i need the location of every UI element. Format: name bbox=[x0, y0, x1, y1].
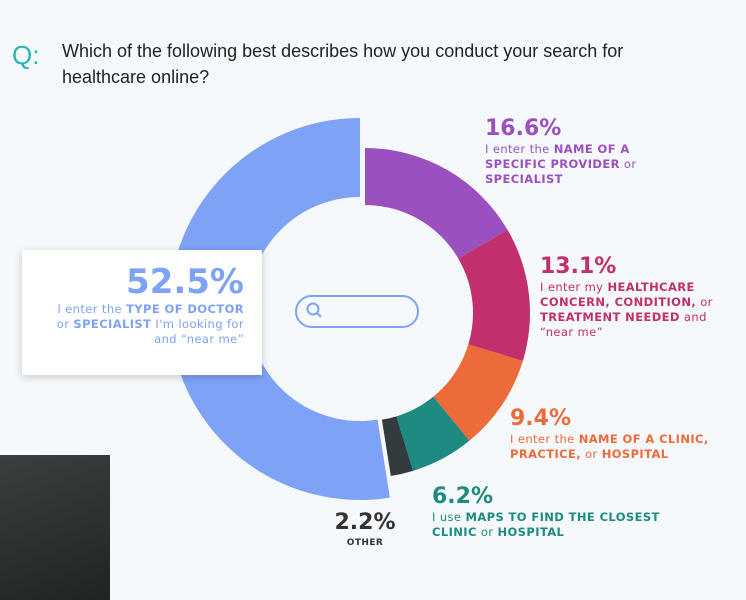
description-part: I enter the bbox=[57, 302, 127, 316]
slice-description: I enter the TYPE OF DOCTOR or SPECIALIST… bbox=[42, 302, 244, 347]
description-part: I use bbox=[432, 510, 466, 524]
slice-label: 16.6% I enter the NAME OF A SPECIFIC PROV… bbox=[485, 116, 660, 187]
description-part: HOSPITAL bbox=[497, 525, 565, 539]
description-part: or bbox=[619, 157, 637, 171]
slice-label: 6.2% I use MAPS TO FIND THE CLOSEST CLINI… bbox=[432, 484, 672, 540]
description-part: SPECIALIST bbox=[73, 317, 152, 331]
description-part: MAPS TO FIND THE CLOSEST CLINIC bbox=[432, 510, 660, 539]
description-part: I enter the bbox=[485, 142, 554, 156]
description-part: NAME OF A SPECIFIC PROVIDER bbox=[485, 142, 630, 171]
value-label: 16.6% bbox=[485, 116, 562, 141]
value-label: 9.4% bbox=[510, 406, 572, 431]
description-part: or bbox=[696, 295, 713, 309]
description-part: SPECIALIST bbox=[485, 172, 563, 186]
slice-description: I enter the NAME OF A CLINIC, PRACTICE, … bbox=[510, 432, 740, 462]
donut-slice bbox=[433, 344, 523, 441]
description-part: HOSPITAL bbox=[601, 447, 669, 461]
donut-slice bbox=[396, 396, 470, 471]
slice-description: I enter my HEALTHCARE CONCERN, CONDITION… bbox=[540, 280, 725, 340]
description-part: I'm looking for and “near me” bbox=[151, 317, 244, 346]
slice-description: I enter the NAME OF A SPECIFIC PROVIDER … bbox=[485, 142, 660, 187]
question: Which of the following best describes ho… bbox=[62, 41, 624, 87]
donut-slice bbox=[169, 118, 390, 500]
slice-label: 2.2% OTHER bbox=[330, 510, 400, 551]
description-part: or bbox=[476, 525, 498, 539]
highlight-card bbox=[22, 250, 262, 375]
description-part: HEALTHCARE CONCERN, CONDITION, bbox=[540, 280, 697, 309]
description-part: NAME OF A CLINIC, PRACTICE, bbox=[510, 432, 709, 461]
slice-description: OTHER bbox=[330, 536, 400, 551]
slice-label: 13.1% I enter my HEALTHCARE CONCERN, COND… bbox=[540, 254, 725, 340]
donut-slice bbox=[458, 229, 530, 362]
description-part: or bbox=[56, 317, 74, 331]
description-part: OTHER bbox=[346, 538, 384, 548]
donut-slice bbox=[365, 148, 508, 259]
slice-description: I use MAPS TO FIND THE CLOSEST CLINIC or… bbox=[432, 510, 672, 540]
description-part: TREATMENT NEEDED bbox=[540, 310, 680, 324]
value-label: 6.2% bbox=[432, 484, 494, 509]
description-part: and “near me” bbox=[540, 310, 707, 339]
slice-label: 52.5% I enter the TYPE OF DOCTOR or SPECI… bbox=[42, 262, 244, 347]
value-label: 52.5% bbox=[126, 262, 244, 302]
donut-slice bbox=[381, 416, 414, 476]
question-prefix: Q: bbox=[12, 40, 40, 70]
description-part: I enter my bbox=[540, 280, 608, 294]
description-part: I enter the bbox=[510, 432, 579, 446]
value-label: 13.1% bbox=[540, 254, 617, 279]
description-part: or bbox=[581, 447, 602, 461]
video-thumbnail bbox=[0, 455, 110, 600]
description-part: TYPE OF DOCTOR bbox=[126, 302, 244, 316]
value-label: 2.2% bbox=[334, 510, 396, 535]
slice-label: 9.4% I enter the NAME OF A CLINIC, PRACTI… bbox=[510, 406, 740, 462]
